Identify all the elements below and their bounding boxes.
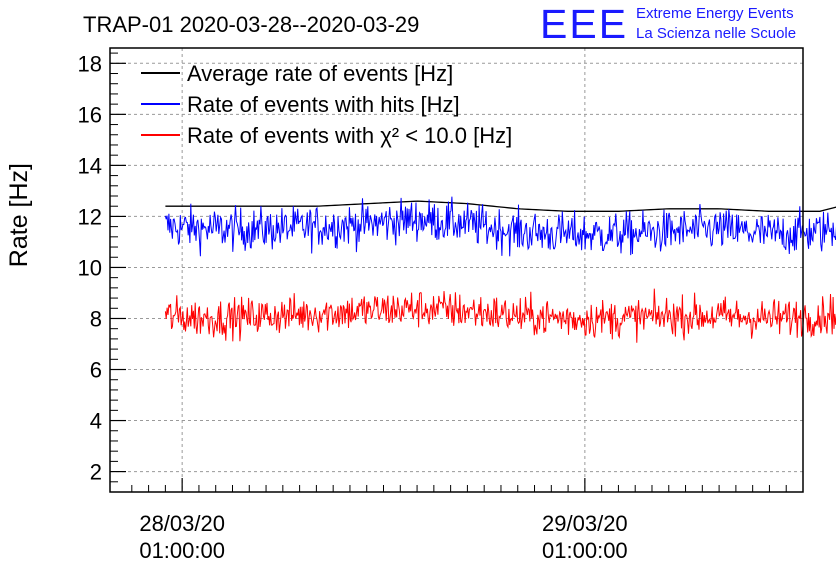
series-line-rate-with-hits bbox=[164, 196, 836, 257]
y-tick-label: 2 bbox=[90, 460, 102, 485]
y-tick-label: 10 bbox=[78, 255, 102, 280]
series-line-average-rate bbox=[165, 200, 836, 212]
legend-label: Rate of events with hits [Hz] bbox=[187, 92, 460, 117]
legend-label: Rate of events with χ² < 10.0 [Hz] bbox=[187, 123, 512, 148]
legend-label: Average rate of events [Hz] bbox=[187, 61, 453, 86]
chart-title: TRAP-01 2020-03-28--2020-03-29 bbox=[83, 12, 419, 37]
series-line-rate-chi2 bbox=[164, 288, 836, 343]
x-tick-time: 01:00:00 bbox=[542, 538, 628, 563]
y-tick-label: 14 bbox=[78, 153, 102, 178]
x-tick-date: 28/03/20 bbox=[139, 511, 225, 536]
y-tick-label: 16 bbox=[78, 102, 102, 127]
y-tick-label: 8 bbox=[90, 306, 102, 331]
y-axis-label: Rate [Hz] bbox=[5, 163, 33, 267]
axes: 2468101214161828/03/2001:00:0029/03/2001… bbox=[78, 47, 804, 563]
x-tick-time: 01:00:00 bbox=[139, 538, 225, 563]
series-layer bbox=[164, 196, 836, 343]
legend: Average rate of events [Hz] Rate of event… bbox=[141, 61, 512, 148]
y-tick-label: 18 bbox=[78, 51, 102, 76]
plot-frame bbox=[109, 47, 804, 493]
x-tick-date: 29/03/20 bbox=[542, 511, 628, 536]
logo-mark: EEE bbox=[540, 1, 629, 47]
logo-line-1: Extreme Energy Events bbox=[636, 5, 794, 22]
eee-logo: EEE Extreme Energy Events La Scienza nel… bbox=[540, 2, 830, 46]
y-tick-label: 4 bbox=[90, 409, 102, 434]
y-tick-label: 6 bbox=[90, 358, 102, 383]
logo-line-2: La Scienza nelle Scuole bbox=[636, 25, 797, 42]
y-tick-label: 12 bbox=[78, 204, 102, 229]
